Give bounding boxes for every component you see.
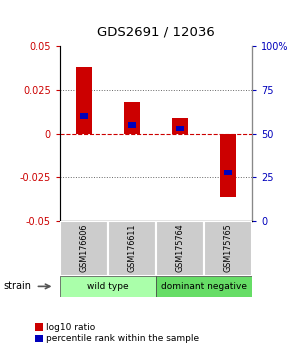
Text: GSM175764: GSM175764: [176, 223, 184, 272]
Bar: [128, 122, 136, 127]
Bar: [176, 126, 184, 131]
Bar: [156, 221, 204, 276]
Text: GSM176611: GSM176611: [128, 223, 136, 272]
Bar: [60, 221, 108, 276]
Bar: [220, 133, 236, 197]
Legend: log10 ratio, percentile rank within the sample: log10 ratio, percentile rank within the …: [34, 323, 200, 343]
Bar: [224, 170, 232, 175]
Bar: [156, 276, 252, 297]
Bar: [60, 276, 156, 297]
Text: strain: strain: [3, 281, 31, 291]
Text: GDS2691 / 12036: GDS2691 / 12036: [97, 25, 215, 38]
Bar: [124, 102, 140, 133]
Text: dominant negative: dominant negative: [161, 282, 247, 291]
Bar: [172, 118, 188, 133]
Bar: [80, 114, 88, 119]
Text: GSM175765: GSM175765: [224, 223, 232, 272]
Text: GSM176606: GSM176606: [80, 223, 88, 272]
Bar: [108, 221, 156, 276]
Bar: [204, 221, 252, 276]
Bar: [76, 67, 92, 133]
Text: wild type: wild type: [87, 282, 129, 291]
